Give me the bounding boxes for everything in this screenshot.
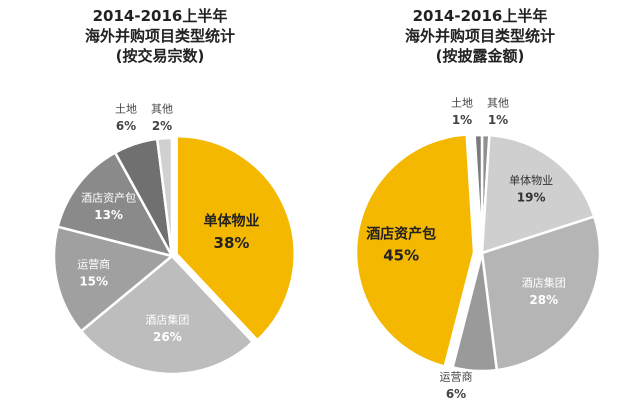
left-slice-name-0: 单体物业 — [204, 213, 260, 230]
left-slice-label-5: 其他 2% — [151, 102, 173, 133]
right-chart-title: 2014-2016上半年 海外并购项目类型统计 (按披露金额) — [320, 6, 640, 66]
left-slice-3 — [56, 150, 175, 258]
right-pie-chart: 2014-2016上半年 海外并购项目类型统计 (按披露金额) 其他 1% 单体物业… — [320, 0, 640, 405]
left-pie-svg: 单体物业 38% 酒店集团 26% 运营商 15% 酒店资产包 13% 土地 6% 其他 2% — [52, 102, 296, 376]
right-pie-svg: 其他 1% 单体物业 19% 酒店集团 28% 运营商 6% 酒店资产包 45% 土地 1% — [354, 96, 602, 401]
left-slice-1 — [79, 254, 255, 376]
right-title-line-2: 海外并购项目类型统计 — [404, 27, 555, 45]
left-slice-name-5: 其他 — [151, 102, 173, 115]
right-slice-name-5: 土地 — [451, 96, 473, 109]
left-slice-name-4: 土地 — [115, 102, 137, 115]
right-slice-name-1: 单体物业 — [509, 173, 553, 187]
left-slice-value-2: 15% — [79, 275, 108, 289]
right-slice-3 — [451, 252, 499, 373]
right-slice-5 — [473, 133, 484, 254]
left-slice-name-2: 运营商 — [77, 257, 110, 271]
left-slice-name-1: 酒店集团 — [145, 312, 189, 326]
right-title-line-1: 2014-2016上半年 — [412, 7, 548, 25]
left-title-line-1: 2014-2016上半年 — [92, 7, 228, 25]
right-slice-value-5: 1% — [452, 113, 472, 127]
right-slice-value-0: 1% — [488, 113, 508, 127]
left-slice-value-1: 26% — [153, 330, 182, 344]
right-title-line-3: (按披露金额) — [435, 47, 525, 65]
right-slice-label-1: 单体物业 19% — [509, 173, 553, 205]
left-slice-label-3: 酒店资产包 13% — [81, 190, 136, 222]
left-slice-value-5: 2% — [152, 119, 172, 133]
left-slice-2 — [52, 225, 175, 333]
left-slice-5 — [155, 136, 174, 257]
right-slice-name-4: 酒店资产包 — [366, 226, 436, 243]
left-slice-label-4: 土地 6% — [115, 102, 137, 133]
right-slice-1 — [480, 133, 596, 255]
right-slice-label-4: 酒店资产包 45% — [366, 226, 436, 265]
left-slice-0 — [175, 134, 296, 342]
right-slice-name-3: 运营商 — [440, 369, 473, 383]
right-slice-2 — [480, 214, 602, 372]
left-slice-label-1: 酒店集团 26% — [145, 312, 189, 344]
left-slice-label-2: 运营商 15% — [77, 257, 110, 289]
left-pie-chart: 2014-2016上半年 海外并购项目类型统计 (按交易宗数) 单体物业 38% 酒… — [0, 6, 320, 376]
right-slice-name-2: 酒店集团 — [522, 276, 566, 290]
right-slice-label-2: 酒店集团 28% — [522, 276, 566, 308]
right-slice-label-5: 土地 1% — [451, 96, 473, 127]
left-slice-label-0: 单体物业 38% — [204, 213, 260, 252]
right-slice-label-0: 其他 1% — [487, 96, 509, 127]
right-slice-4 — [354, 133, 476, 369]
left-slice-value-3: 13% — [94, 208, 123, 222]
left-slice-value-4: 6% — [116, 119, 136, 133]
left-slice-name-3: 酒店资产包 — [81, 190, 136, 204]
left-title-line-3: (按交易宗数) — [115, 47, 205, 65]
left-slice-value-0: 38% — [214, 234, 250, 252]
right-slice-label-3: 运营商 6% — [440, 369, 473, 401]
right-slice-value-2: 28% — [529, 293, 558, 307]
right-slice-name-0: 其他 — [487, 96, 509, 109]
right-slice-value-1: 19% — [517, 191, 546, 205]
right-slice-value-3: 6% — [446, 387, 466, 401]
left-title-line-2: 海外并购项目类型统计 — [84, 27, 235, 45]
right-slice-value-4: 45% — [383, 247, 419, 265]
left-chart-title: 2014-2016上半年 海外并购项目类型统计 (按交易宗数) — [0, 6, 320, 66]
